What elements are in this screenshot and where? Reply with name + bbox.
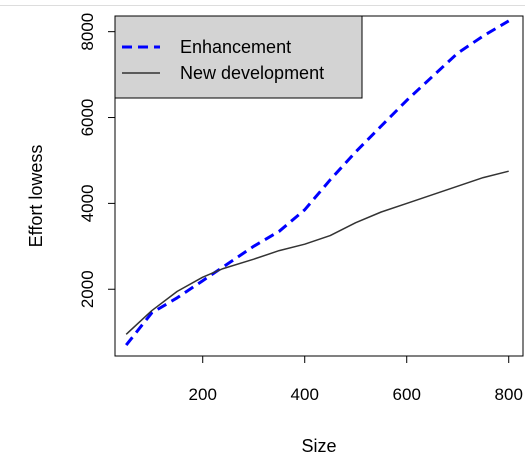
legend-label-enhancement: Enhancement bbox=[180, 37, 291, 57]
x-tick-label: 600 bbox=[393, 385, 421, 404]
y-axis: 2000 4000 6000 8000 bbox=[78, 13, 116, 308]
series-line-new-development bbox=[125, 170, 509, 335]
y-tick-label: 8000 bbox=[78, 13, 97, 51]
y-tick-label: 2000 bbox=[78, 270, 97, 308]
y-axis-title: Effort lowess bbox=[26, 145, 46, 248]
x-axis: 200 400 600 800 bbox=[189, 355, 523, 404]
series-layer bbox=[125, 19, 510, 347]
legend-box bbox=[114, 15, 363, 99]
x-tick-label: 200 bbox=[189, 385, 217, 404]
legend-label-new-development: New development bbox=[180, 63, 324, 83]
y-tick-label: 4000 bbox=[78, 184, 97, 222]
series-line-enhancement bbox=[125, 19, 510, 347]
top-divider bbox=[0, 5, 525, 6]
x-tick-label: 800 bbox=[495, 385, 523, 404]
x-tick-label: 400 bbox=[291, 385, 319, 404]
x-axis-title: Size bbox=[301, 436, 336, 456]
legend: Enhancement New development bbox=[114, 15, 363, 99]
y-tick-label: 6000 bbox=[78, 99, 97, 137]
